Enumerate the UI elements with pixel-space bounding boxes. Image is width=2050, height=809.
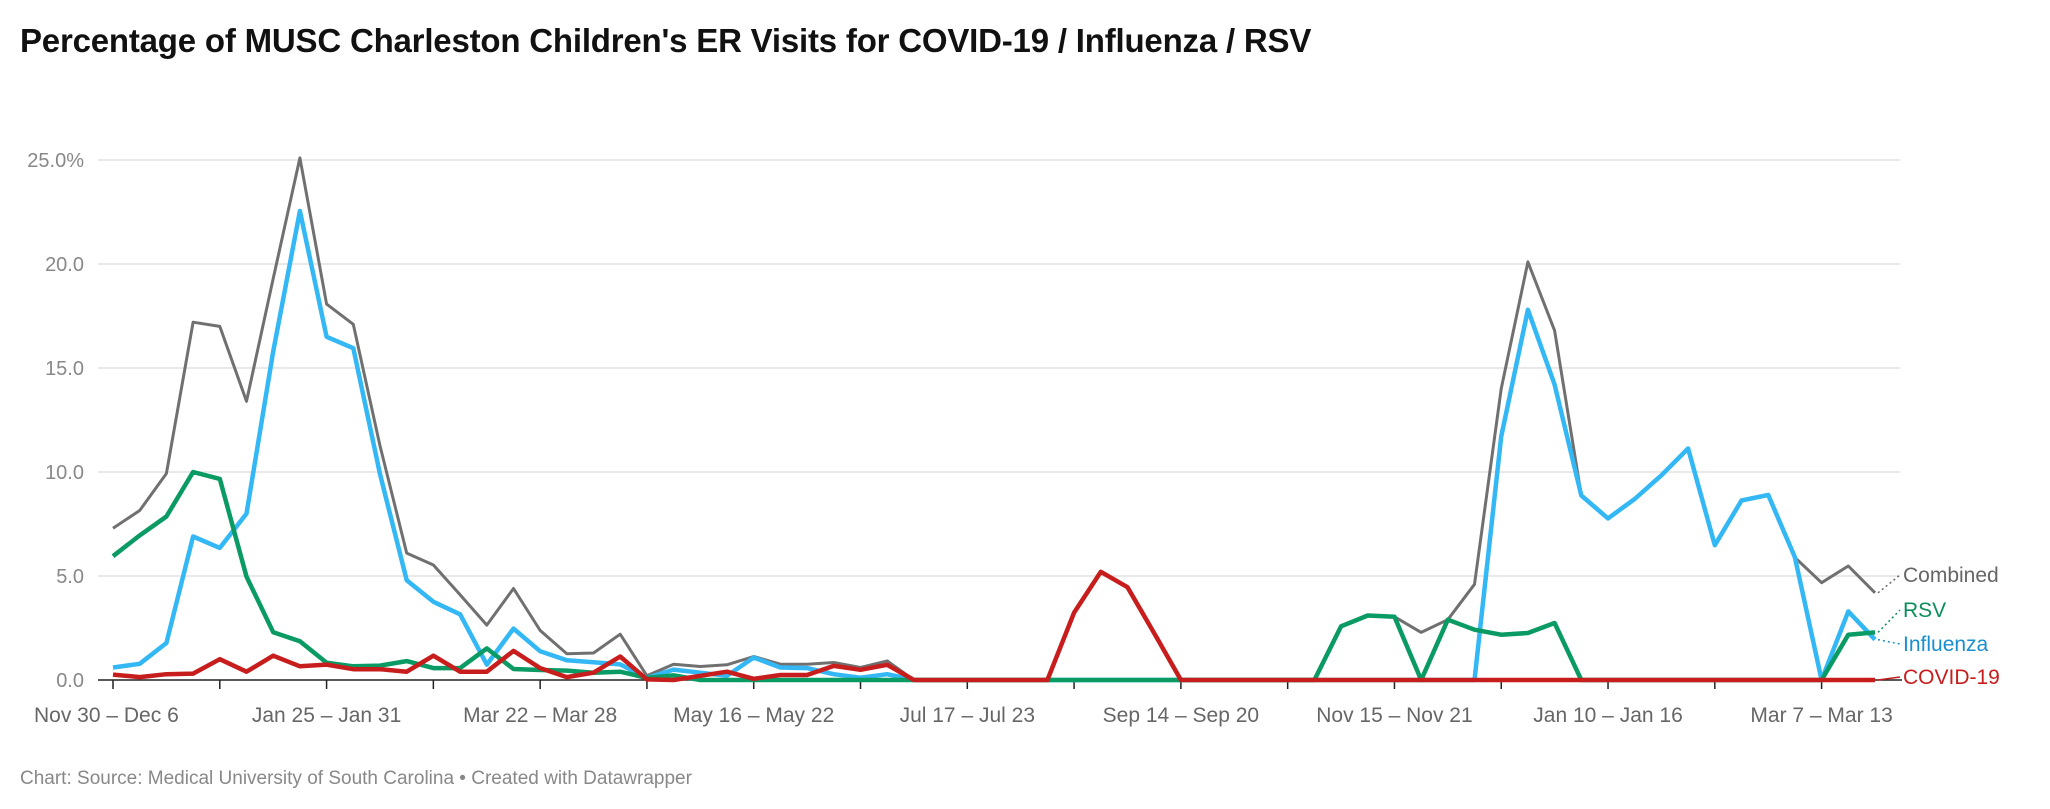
y-tick-label: 25.0% — [27, 150, 84, 172]
y-axis-tick-labels: 0.0 5.0 10.0 15.0 20.0 25.0% — [27, 150, 84, 692]
y-tick-label: 10.0 — [45, 462, 84, 484]
chart-title: Percentage of MUSC Charleston Children's… — [20, 22, 1312, 59]
x-tick-label: Nov 30 – Dec 6 — [34, 704, 179, 727]
x-tick-label: Jan 25 – Jan 31 — [252, 704, 401, 727]
x-tick-label: Jan 10 – Jan 16 — [1533, 704, 1682, 727]
x-tick-label: Mar 7 – Mar 13 — [1750, 704, 1892, 727]
series-line-influenza — [112, 208, 1877, 683]
chart-source-note: Chart: Source: Medical University of Sou… — [20, 768, 692, 789]
x-tick-label: Nov 15 – Nov 21 — [1316, 704, 1472, 727]
x-tick-label: Mar 22 – Mar 28 — [463, 704, 617, 727]
x-axis: Nov 30 – Dec 6 Jan 25 – Jan 31 Mar 22 – Ma… — [34, 679, 1902, 727]
gridlines — [98, 159, 1900, 577]
series-line-combined — [112, 156, 1877, 682]
series-lines — [111, 156, 1877, 683]
y-tick-label: 0.0 — [56, 670, 84, 692]
label-leader-line — [1877, 609, 1901, 633]
label-leader-line — [1877, 676, 1901, 681]
series-line-covid-19 — [112, 569, 1875, 683]
x-tick-label: May 16 – May 22 — [673, 704, 834, 727]
label-leader-line — [1877, 638, 1901, 645]
y-tick-label: 15.0 — [45, 358, 84, 380]
label-leader-line — [1877, 574, 1901, 594]
x-tick-label: Jul 17 – Jul 23 — [900, 704, 1035, 727]
series-label-influenza: Influenza — [1903, 633, 1989, 656]
x-tick-label: Sep 14 – Sep 20 — [1103, 704, 1259, 727]
series-end-labels: Combined Influenza RSV COVID-19 — [1877, 564, 2000, 689]
series-label-covid-19: COVID-19 — [1903, 666, 2000, 689]
series-label-combined: Combined — [1903, 564, 1999, 587]
y-tick-label: 20.0 — [45, 254, 84, 276]
y-tick-label: 5.0 — [56, 566, 84, 588]
series-label-rsv: RSV — [1903, 599, 1946, 622]
